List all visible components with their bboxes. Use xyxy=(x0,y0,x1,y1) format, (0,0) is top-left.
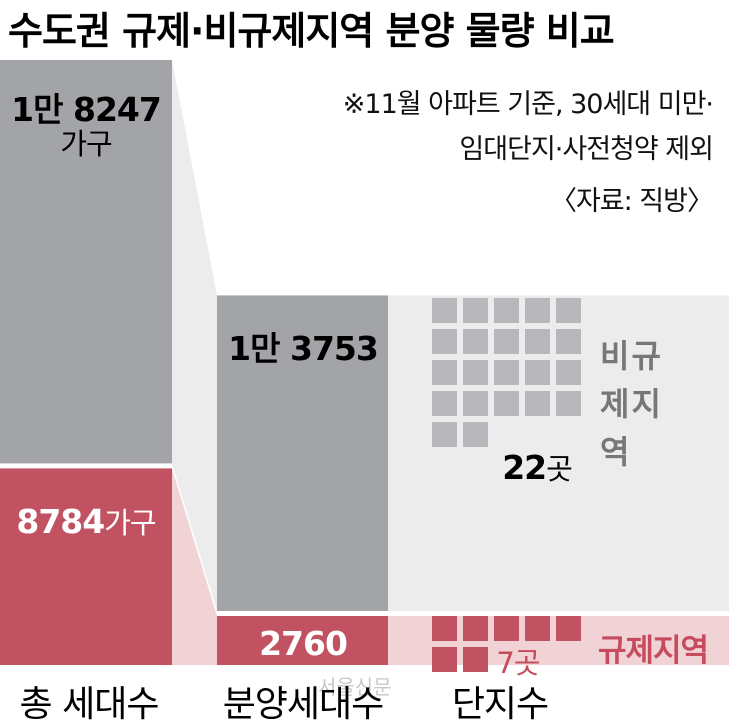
total-unregulated-unit: 가구 xyxy=(60,127,112,161)
note-line-2: 임대단지·사전청약 제외 xyxy=(459,134,714,165)
complex-square-unregulated xyxy=(432,329,457,354)
complex-regulated-value: 7 xyxy=(496,646,514,680)
total-regulated-unit: 가구 xyxy=(104,506,156,540)
complex-square-regulated xyxy=(463,647,488,672)
complex-square-unregulated xyxy=(463,360,488,385)
connector-band-unregulated xyxy=(172,60,217,611)
complex-square-unregulated xyxy=(525,360,550,385)
category-total: 총 세대수 xyxy=(19,684,160,725)
presale-regulated-value: 2760 xyxy=(259,624,348,663)
bar-presale-regulated xyxy=(217,616,388,665)
bar-presale-unregulated xyxy=(217,295,388,611)
complex-square-unregulated xyxy=(463,298,488,323)
complex-square-unregulated xyxy=(432,360,457,385)
complex-square-unregulated xyxy=(494,329,519,354)
complex-square-regulated xyxy=(525,616,550,641)
connector-band-regulated xyxy=(172,468,217,665)
complex-square-unregulated xyxy=(463,422,488,447)
source-note: 〈자료: 직방〉 xyxy=(549,186,714,217)
complex-regulated-label: 7곳 xyxy=(488,640,548,682)
complex-square-unregulated xyxy=(432,422,457,447)
complex-square-unregulated xyxy=(463,391,488,416)
note-line-1: ※11월 아파트 기준, 30세대 미만· xyxy=(342,89,714,120)
complex-square-unregulated xyxy=(494,298,519,323)
category-complexes: 단지수 xyxy=(451,684,549,725)
complex-square-unregulated xyxy=(556,298,581,323)
complex-square-unregulated xyxy=(525,329,550,354)
bar-total-unregulated xyxy=(0,60,172,464)
total-unregulated-value: 1만 8247 xyxy=(11,90,162,129)
complex-square-unregulated xyxy=(432,298,457,323)
bars xyxy=(0,60,388,665)
complex-square-unregulated xyxy=(556,360,581,385)
complex-square-unregulated xyxy=(525,298,550,323)
complex-square-unregulated xyxy=(494,391,519,416)
category-presale: 분양세대수 xyxy=(222,684,385,725)
complex-square-regulated xyxy=(494,616,519,641)
presale-unregulated-value: 1만 3753 xyxy=(228,329,379,368)
legend-regulated: 규제지역 xyxy=(598,633,709,669)
complex-square-unregulated xyxy=(525,391,550,416)
complex-unregulated-label: 22곳 xyxy=(492,446,582,488)
complex-unregulated-value: 22 xyxy=(502,448,547,487)
complex-square-regulated xyxy=(432,616,457,641)
total-regulated-value: 8784 xyxy=(16,502,105,541)
complex-square-regulated xyxy=(463,616,488,641)
complex-square-unregulated xyxy=(556,391,581,416)
complex-square-regulated xyxy=(556,616,581,641)
complex-square-unregulated xyxy=(432,391,457,416)
bar-total-regulated xyxy=(0,468,172,665)
complex-square-unregulated xyxy=(556,329,581,354)
complex-regulated-unit: 곳 xyxy=(513,646,541,680)
complex-squares xyxy=(432,298,581,672)
complex-square-unregulated xyxy=(494,360,519,385)
complex-square-unregulated xyxy=(463,329,488,354)
total-regulated-label: 8784가구 xyxy=(6,500,166,542)
complex-unregulated-unit: 곳 xyxy=(546,452,573,486)
legend-unregulated: 비규제지역 xyxy=(600,337,663,471)
watermark: 서울신문 xyxy=(318,675,392,699)
chart-title: 수도권 규제·비규제지역 분양 물량 비교 xyxy=(8,9,615,53)
complex-square-regulated xyxy=(432,647,457,672)
